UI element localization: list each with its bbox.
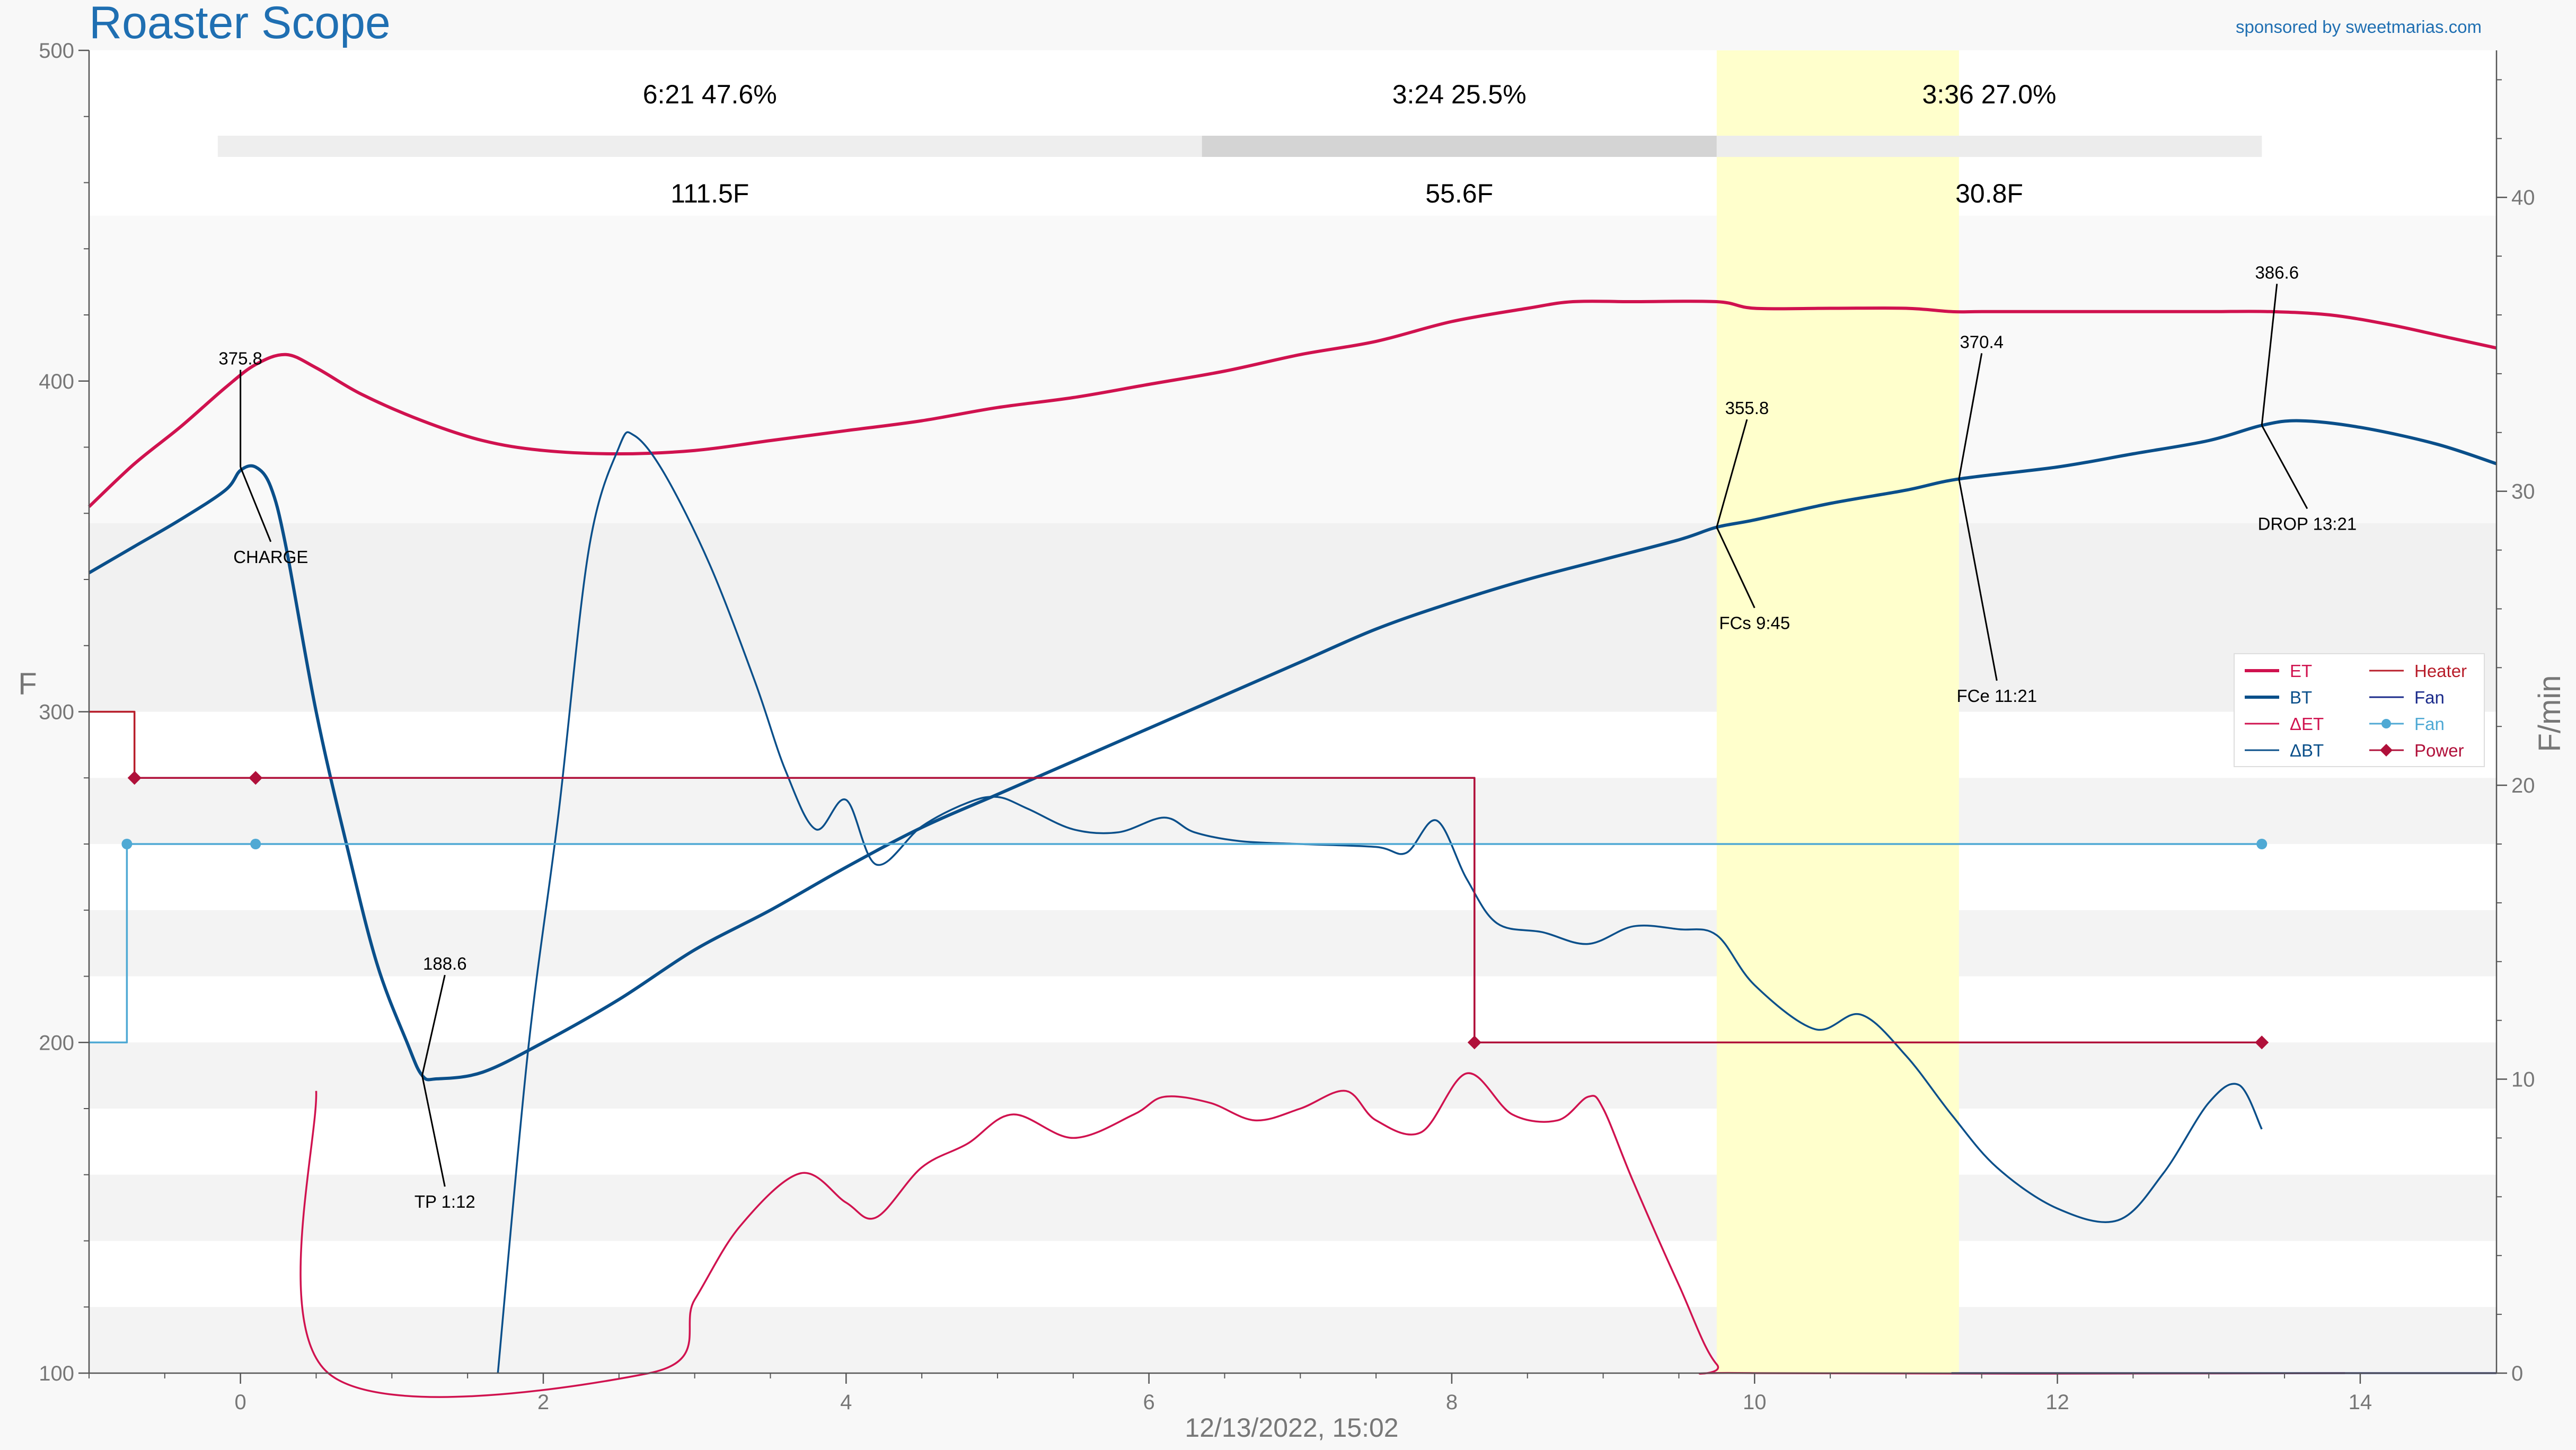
power-marker [1467, 1035, 1481, 1050]
x-tick-label: 2 [537, 1391, 549, 1414]
annotation-leader [2261, 284, 2278, 426]
grid-band [89, 778, 2496, 844]
x-tick-label: 8 [1446, 1391, 1458, 1414]
legend-label: Power [2414, 741, 2464, 760]
grid-band [89, 215, 2496, 523]
phase-rise-label: 30.8F [1955, 179, 2023, 208]
annotation-leader [1716, 419, 1748, 528]
grid-bands [89, 50, 2496, 1373]
annotation-group: 375.8 CHARGE 188.6 TP 1:12 355.8 FCs 9:45 370.… [218, 262, 2357, 1211]
annotation-leader [1958, 353, 1983, 479]
power-marker [2255, 1035, 2269, 1050]
fan-marker [2256, 839, 2268, 849]
y-tick-label: 400 [39, 370, 74, 393]
series-et-line [87, 300, 2497, 508]
marker-group [121, 771, 2269, 1050]
x-tick-label: 6 [1143, 1391, 1154, 1414]
fan-marker [121, 839, 133, 849]
phase-bar [1202, 136, 1717, 157]
y2-tick-label: 0 [2511, 1362, 2523, 1385]
fan-marker [250, 839, 261, 849]
series-delta-et-line [299, 1072, 2345, 1398]
annotation-leader [1958, 479, 1998, 681]
phase-time-label: 3:36 27.0% [1922, 80, 2057, 109]
annotation-leader [421, 974, 446, 1076]
grid-band [89, 1174, 2496, 1241]
legend-label: Fan [2414, 714, 2445, 734]
annotation-event: TP 1:12 [414, 1192, 475, 1211]
phase-rise-label: 111.5F [671, 179, 749, 208]
phase-time-label: 3:24 25.5% [1392, 80, 1527, 109]
x-tick-label: 10 [1743, 1391, 1767, 1414]
phase-bar [1716, 136, 2262, 157]
legend-label: Fan [2414, 688, 2445, 707]
legend-label: ET [2290, 661, 2312, 681]
y2-axis-label: F/min [2533, 675, 2567, 752]
phase-time-label: 6:21 47.6% [643, 80, 777, 109]
annotation-value: 375.8 [218, 349, 262, 368]
series-fan-line [89, 843, 2262, 1044]
axes-group: 0 2 4 6 8 10 12 14 100 200 300 400 500 0 10 20 30 40 [39, 39, 2535, 1414]
power-marker [249, 771, 263, 785]
annotation-event: DROP 13:21 [2258, 514, 2357, 533]
y2-tick-label: 30 [2511, 480, 2535, 504]
y-tick-label: 300 [39, 701, 74, 724]
annotation-leader [1716, 526, 1755, 609]
x-tick-label: 4 [840, 1391, 852, 1414]
series-bt-line [88, 419, 2497, 1082]
y2-tick-label: 40 [2511, 186, 2535, 209]
legend-diamond [2380, 744, 2393, 757]
y-tick-label: 200 [39, 1031, 74, 1054]
legend-box [2234, 653, 2485, 767]
power-marker [127, 771, 142, 785]
legend-label: ΔET [2290, 714, 2324, 734]
x-tick-label: 14 [2349, 1391, 2372, 1414]
y-tick-label: 100 [39, 1362, 74, 1385]
annotation-value: 370.4 [1960, 332, 2004, 351]
annotation-value: 386.6 [2255, 262, 2299, 282]
legend-label: Heater [2414, 661, 2467, 681]
annotation-value: 355.8 [1725, 398, 1769, 418]
annotation-value: 188.6 [423, 954, 467, 973]
series-delta-bt-line [497, 431, 2263, 1374]
legend-dot [2381, 719, 2391, 728]
phase-rise-label: 55.6F [1425, 179, 1493, 208]
annotation-event: CHARGE [233, 547, 308, 567]
x-axis-label: 12/13/2022, 15:02 [1185, 1413, 1398, 1443]
annotation-event: FCe 11:21 [1956, 686, 2037, 706]
grid-band [89, 910, 2496, 977]
app-title: Roaster Scope [89, 0, 391, 48]
legend-label: ΔBT [2290, 741, 2324, 760]
y-axis-label: F [18, 667, 37, 701]
annotation-leader [240, 467, 272, 542]
grid-band [89, 1042, 2496, 1109]
y2-tick-label: 20 [2511, 774, 2535, 797]
annotation-leader [2261, 425, 2308, 509]
series-power-line [134, 777, 2262, 1044]
x-tick-label: 12 [2045, 1391, 2069, 1414]
legend: ET Heater BT Fan ΔET Fan ΔBT Power [2234, 653, 2485, 767]
phase-bar [217, 136, 1202, 157]
annotation-leader [421, 1075, 446, 1187]
phase-bar-group: 6:21 47.6% 111.5F 3:24 25.5% 55.6F 3:36 27.0… [217, 80, 2262, 208]
grid-band [89, 523, 2496, 712]
y2-tick-label: 10 [2511, 1068, 2535, 1092]
annotation-event: FCs 9:45 [1719, 613, 1790, 633]
first-crack-highlight [1716, 50, 1959, 1373]
x-tick-label: 0 [235, 1391, 246, 1414]
y-tick-label: 500 [39, 39, 74, 63]
grid-band [89, 1307, 2496, 1373]
legend-label: BT [2290, 688, 2312, 707]
sponsor-link[interactable]: sponsored by sweetmarias.com [2236, 17, 2482, 37]
